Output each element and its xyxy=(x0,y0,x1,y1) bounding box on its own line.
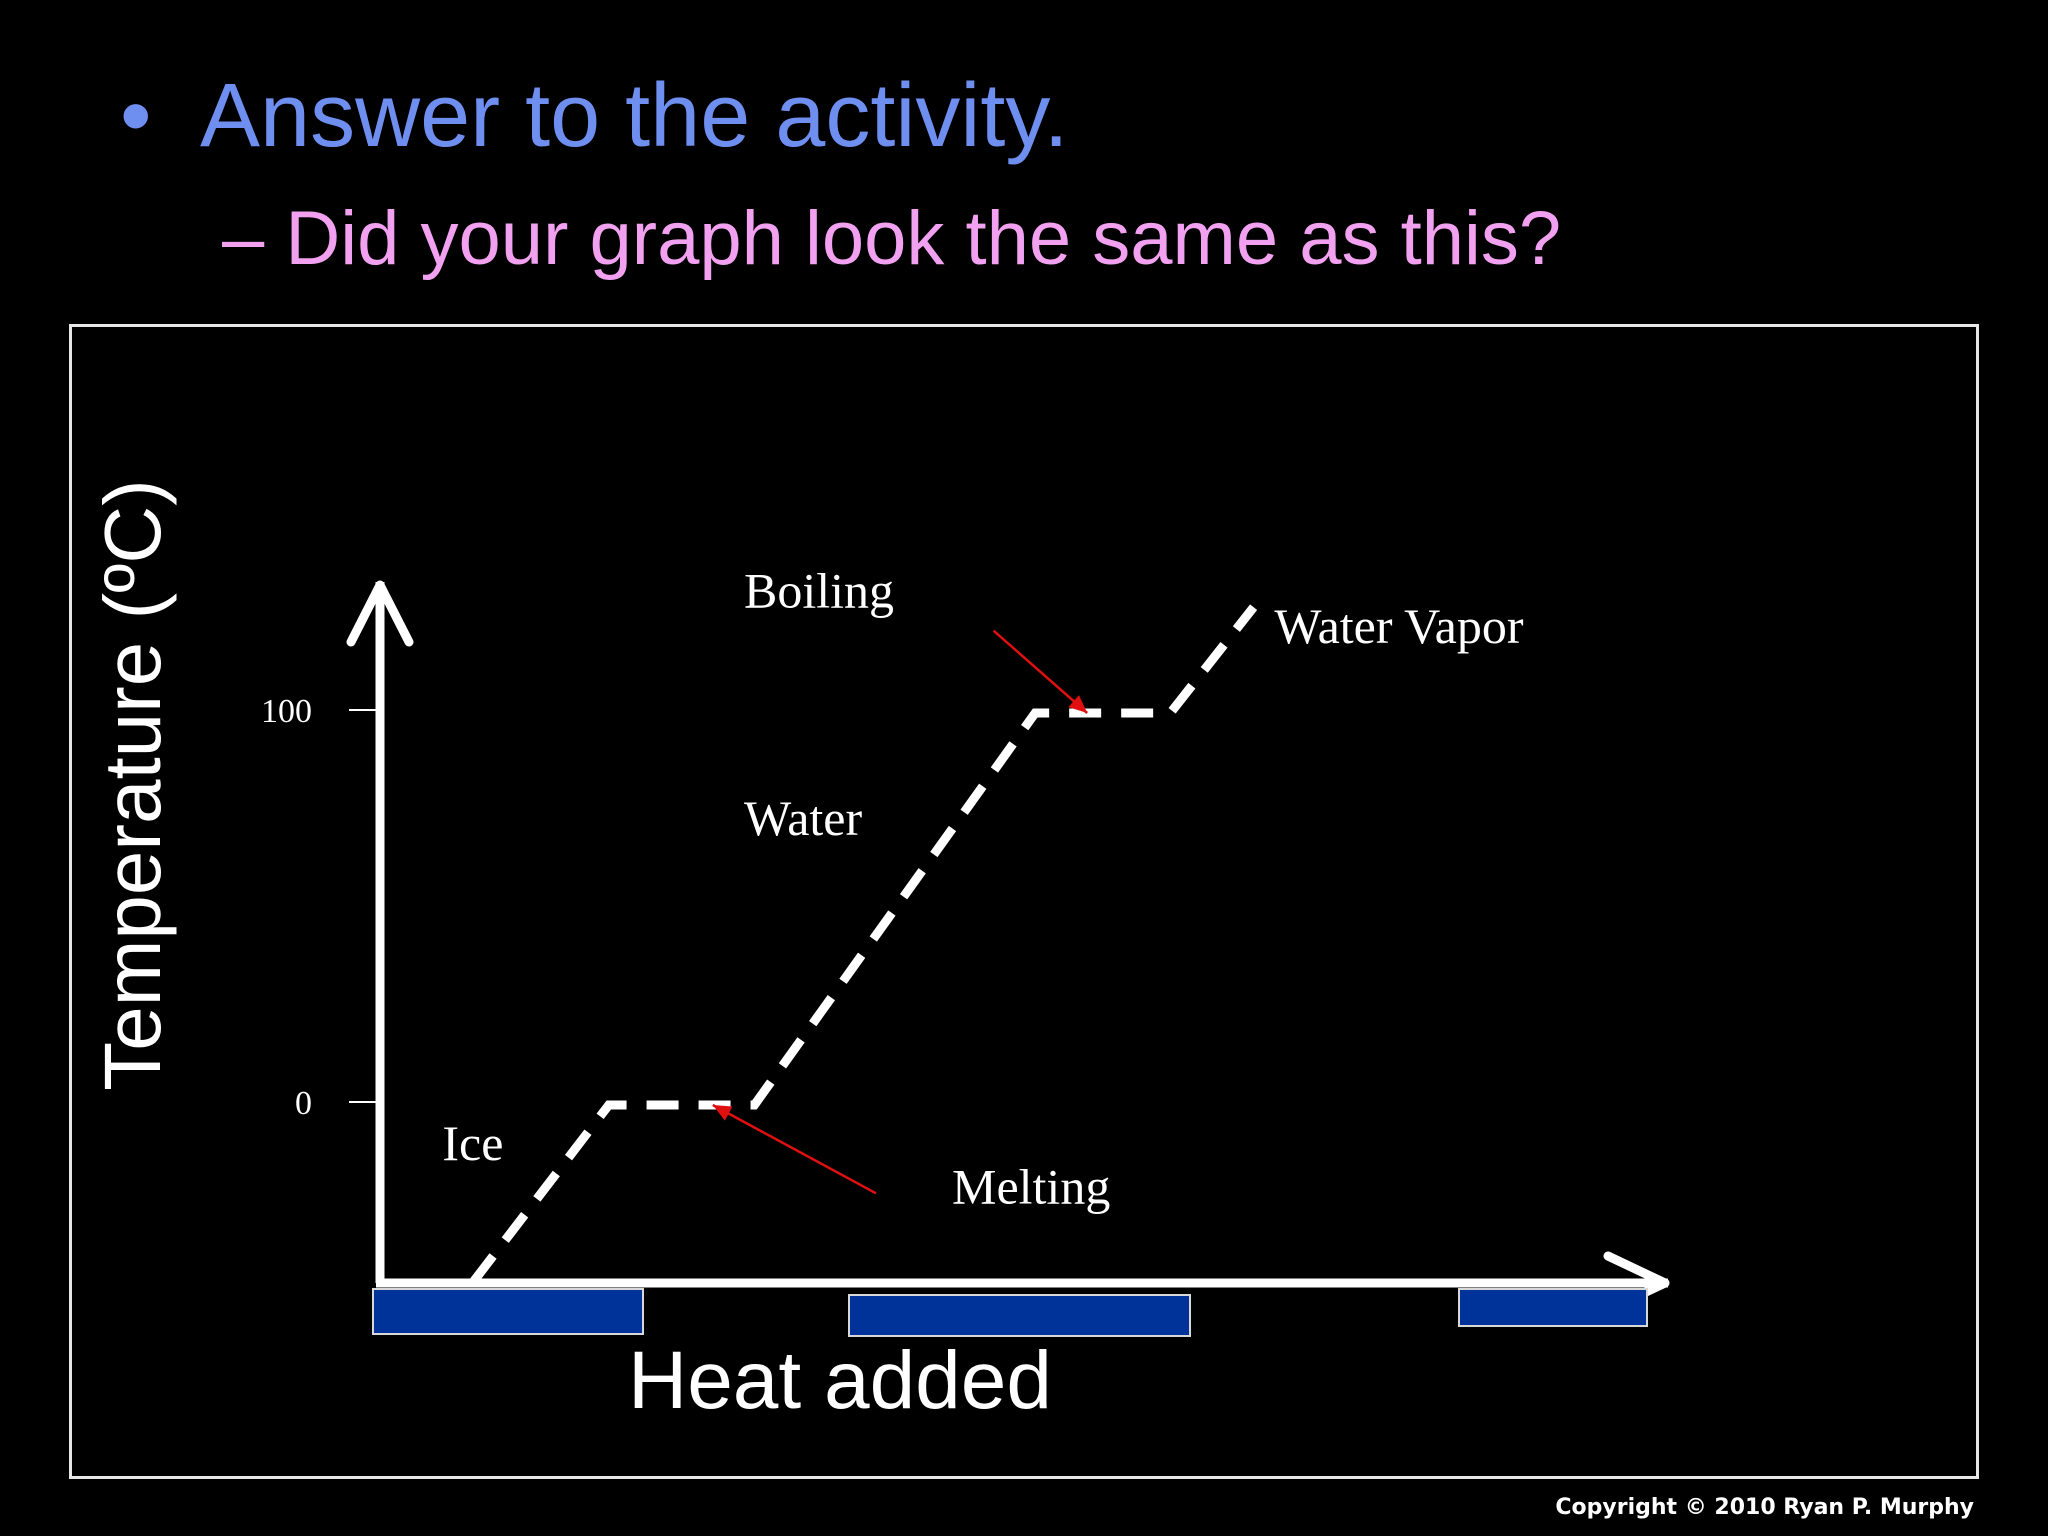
chart-frame xyxy=(69,324,1979,1479)
title-text: Answer to the activity. xyxy=(200,66,1069,166)
annotation-water: Water xyxy=(744,790,862,846)
annotation-boiling: Boiling xyxy=(744,562,894,618)
phase-bar-1 xyxy=(372,1288,644,1335)
bullet-icon: • xyxy=(120,66,152,166)
slide-subtitle: – Did your graph look the same as this? xyxy=(222,196,1562,281)
annotation-water-vapor: Water Vapor xyxy=(1274,598,1523,654)
annotation-boiling-arrow xyxy=(992,629,1089,714)
annotation-melting: Melting xyxy=(952,1158,1110,1214)
series-line xyxy=(470,604,1258,1285)
y-axis-label: Temperature (ºC) xyxy=(88,479,177,1091)
slide-title: • Answer to the activity. xyxy=(120,66,1069,166)
y-tick-label: 100 xyxy=(261,693,312,730)
x-axis-label: Heat added xyxy=(628,1335,1052,1426)
annotation-ice: Ice xyxy=(442,1115,503,1171)
y-axis-arrow-icon xyxy=(346,580,414,647)
annotation-boiling-arrowhead-icon xyxy=(1068,695,1088,713)
y-tick-label: 0 xyxy=(295,1085,312,1122)
phase-bar-3 xyxy=(1458,1288,1648,1327)
phase-bar-2 xyxy=(848,1294,1191,1337)
annotation-melting-arrow xyxy=(712,1103,877,1195)
copyright-text: Copyright © 2010 Ryan P. Murphy xyxy=(1555,1495,1974,1520)
annotation-melting-arrowhead-icon xyxy=(712,1105,733,1121)
